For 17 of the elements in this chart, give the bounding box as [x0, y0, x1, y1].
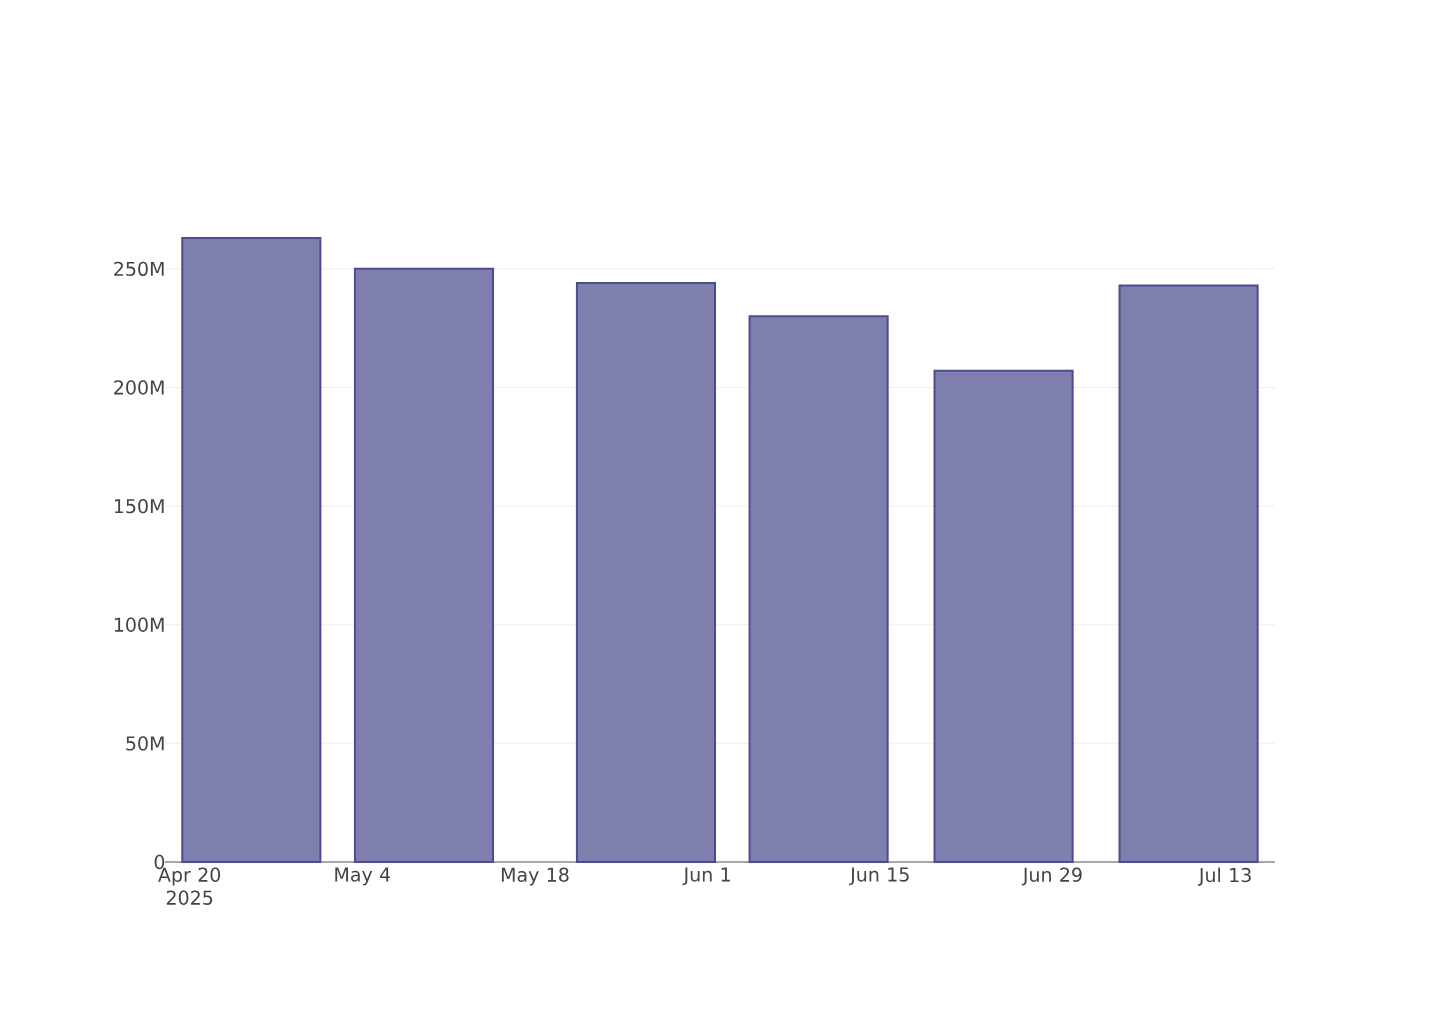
x-tick-label: Jun 15 — [849, 867, 909, 886]
bar — [933, 369, 1074, 863]
y-tick-label: 150M — [114, 498, 164, 514]
bar — [1118, 284, 1259, 863]
y-tick-label: 50M — [126, 736, 164, 751]
bar — [748, 315, 889, 863]
x-tick-label: Jun 29 — [1021, 867, 1082, 886]
x-tick-label: Jul 13 — [1197, 867, 1251, 886]
y-tick-label: 200M — [114, 380, 164, 395]
y-tick-label: 100M — [114, 617, 164, 632]
x-tick-label: May 4 — [335, 867, 391, 886]
bar — [181, 236, 322, 863]
x-tick-label: May 18 — [501, 867, 569, 886]
x-tick-label: Jun 1 — [682, 867, 730, 886]
bar — [353, 267, 495, 863]
y-tick-label: 250M — [114, 261, 164, 277]
bar — [575, 282, 717, 863]
